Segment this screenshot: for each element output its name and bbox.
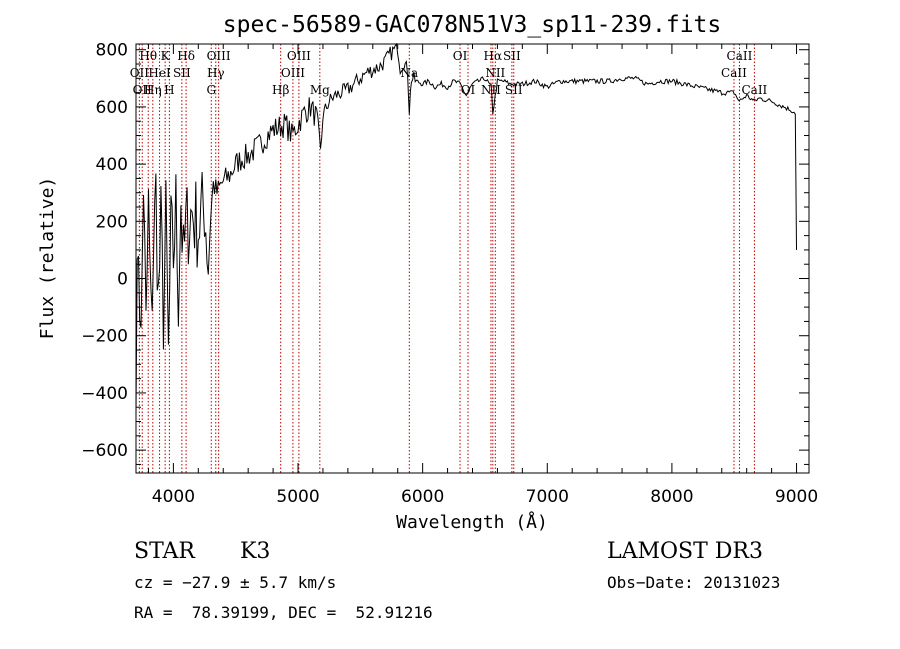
redshift-velocity: cz = −27.9 ± 5.7 km/s bbox=[134, 573, 337, 592]
emission-line-label: CaII bbox=[721, 66, 747, 80]
emission-line-label: H bbox=[164, 83, 174, 97]
y-tick-label: −600 bbox=[81, 441, 128, 461]
x-tick-label: 4000 bbox=[152, 487, 195, 507]
x-tick-label: 5000 bbox=[276, 487, 319, 507]
emission-line-label: HeI bbox=[148, 66, 171, 80]
emission-line-label: OIII bbox=[281, 66, 305, 80]
emission-line-label: NII bbox=[485, 66, 505, 80]
x-tick-label: 6000 bbox=[401, 487, 444, 507]
chart-title: spec-56589-GAC078N51V3_sp11-239.fits bbox=[223, 12, 722, 38]
y-axis-label: Flux (relative) bbox=[37, 177, 58, 340]
emission-line-label: Mg bbox=[310, 83, 330, 97]
emission-line-label: CaII bbox=[727, 49, 753, 63]
flux-series-line bbox=[135, 42, 797, 413]
y-tick-label: 0 bbox=[117, 270, 128, 290]
emission-line-label: Hγ bbox=[207, 66, 225, 80]
emission-line-label: OIII bbox=[287, 49, 311, 63]
emission-line-label: Hη bbox=[144, 83, 162, 97]
y-tick-label: 200 bbox=[96, 212, 128, 232]
y-tick-label: −400 bbox=[81, 384, 128, 404]
emission-line-label: OII bbox=[130, 66, 150, 80]
emission-line-label: SII bbox=[503, 49, 521, 63]
emission-line-label: Hβ bbox=[272, 83, 289, 97]
y-tick-label: 600 bbox=[96, 98, 128, 118]
y-tick-label: 400 bbox=[96, 155, 128, 175]
y-tick-label: −200 bbox=[81, 327, 128, 347]
survey-name: LAMOST DR3 bbox=[607, 539, 763, 564]
x-tick-label: 8000 bbox=[650, 487, 693, 507]
emission-line-markers bbox=[138, 44, 755, 473]
emission-line-label: OII bbox=[133, 83, 153, 97]
emission-line-label: OI bbox=[453, 49, 468, 63]
x-tick-label: 7000 bbox=[526, 487, 569, 507]
emission-line-label: Hδ bbox=[177, 49, 195, 63]
x-tick-label: 9000 bbox=[775, 487, 818, 507]
x-axis-label: Wavelength (Å) bbox=[396, 511, 548, 533]
emission-line-labels: OII OII Hθ Hη HeI K H SII Hδ G Hγ OIII Hβ OIII OIII Mg N… bbox=[130, 49, 768, 97]
object-class: STAR bbox=[134, 539, 195, 564]
sky-coordinates: RA = 78.39199, DEC = 52.91216 bbox=[134, 603, 433, 622]
emission-line-label: Hα bbox=[484, 49, 503, 63]
emission-line-label: G bbox=[206, 83, 216, 97]
emission-line-label: CaII bbox=[741, 83, 767, 97]
observation-date: Obs−Date: 20131023 bbox=[607, 573, 781, 592]
y-tick-label: 800 bbox=[96, 41, 128, 61]
emission-line-label: Hθ bbox=[139, 49, 157, 63]
emission-line-label: K bbox=[161, 49, 171, 63]
plot-frame bbox=[135, 43, 810, 474]
emission-line-label: SII bbox=[505, 83, 523, 97]
object-subclass: K3 bbox=[240, 539, 271, 564]
x-axis-ticks: 4000 5000 6000 7000 8000 9000 bbox=[147, 44, 818, 507]
emission-line-label: SII bbox=[173, 66, 191, 80]
emission-line-label: Na bbox=[400, 66, 418, 80]
emission-line-label: OIII bbox=[207, 49, 231, 63]
y-axis-ticks: −600 −400 −200 0 200 400 600 800 bbox=[81, 41, 809, 465]
